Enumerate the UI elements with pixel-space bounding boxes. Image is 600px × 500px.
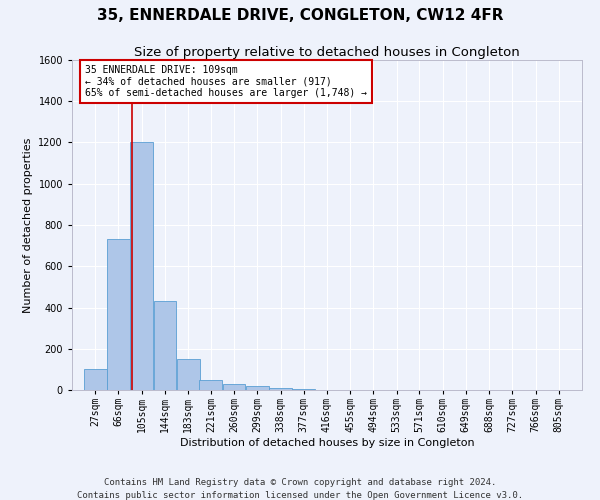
Text: Contains HM Land Registry data © Crown copyright and database right 2024.
Contai: Contains HM Land Registry data © Crown c… (77, 478, 523, 500)
X-axis label: Distribution of detached houses by size in Congleton: Distribution of detached houses by size … (179, 438, 475, 448)
Bar (292, 389, 315, 390)
Title: Size of property relative to detached houses in Congleton: Size of property relative to detached ho… (134, 46, 520, 59)
Bar (246, 386, 269, 390)
Bar (177, 359, 200, 390)
Bar (223, 384, 245, 390)
Text: 35, ENNERDALE DRIVE, CONGLETON, CW12 4FR: 35, ENNERDALE DRIVE, CONGLETON, CW12 4FR (97, 8, 503, 22)
Bar (84, 370, 107, 390)
Bar (107, 240, 130, 390)
Text: 35 ENNERDALE DRIVE: 109sqm
← 34% of detached houses are smaller (917)
65% of sem: 35 ENNERDALE DRIVE: 109sqm ← 34% of deta… (85, 65, 367, 98)
Bar (269, 388, 292, 390)
Bar (199, 380, 222, 390)
Y-axis label: Number of detached properties: Number of detached properties (23, 138, 33, 312)
Bar (130, 142, 153, 390)
Bar (154, 302, 176, 390)
